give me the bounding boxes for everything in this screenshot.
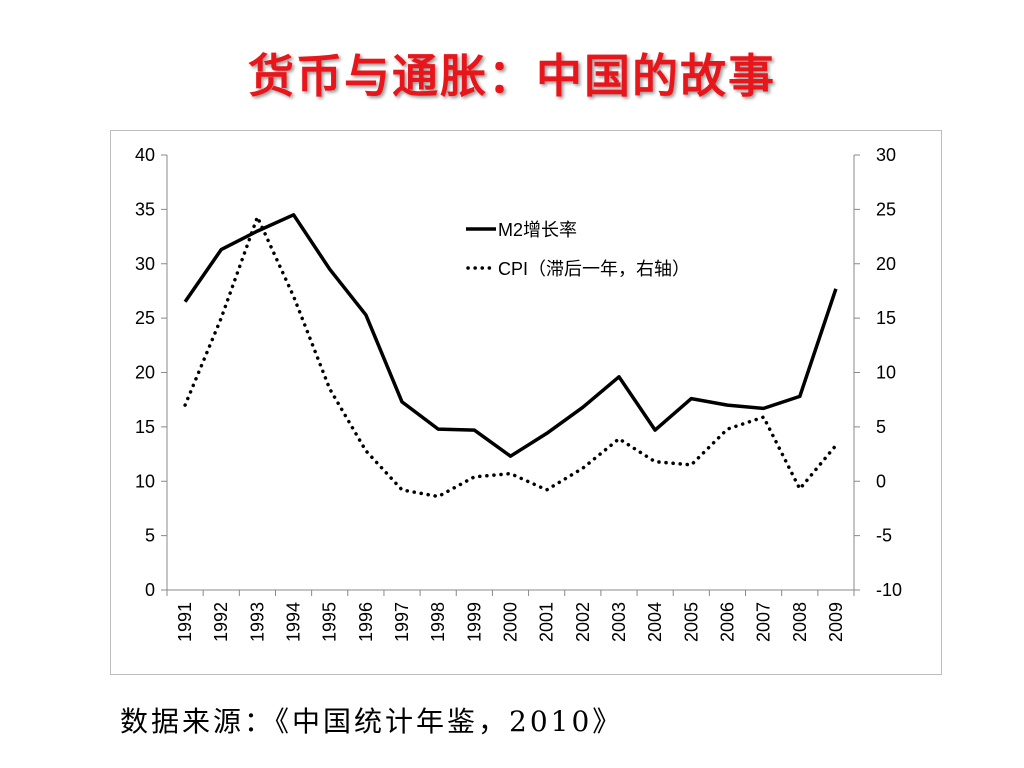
- y-left-tick-label: 10: [135, 471, 155, 491]
- x-tick-label: 1993: [247, 602, 267, 642]
- y-left-tick-label: 0: [145, 580, 155, 600]
- chart-area: 0 5 10 15 20 25 30 35 40 -10 -5 0 5 10 15 20 25 30 1991 199…: [110, 130, 942, 675]
- x-tick-label: 2000: [501, 602, 521, 642]
- x-tick-label: 2003: [609, 602, 629, 642]
- x-tick-label: 2007: [754, 602, 774, 642]
- line-chart: 0 5 10 15 20 25 30 35 40 -10 -5 0 5 10 15 20 25 30 1991 199…: [135, 145, 902, 642]
- y-left-tick-label: 35: [135, 199, 155, 219]
- y-right-tick-label: 5: [876, 417, 886, 437]
- slide-title: 货币与通胀：中国的故事: [248, 49, 776, 103]
- x-tick-label: 1998: [428, 602, 448, 642]
- y-left-tick-label: 40: [135, 145, 155, 165]
- y-right-tick-label: 30: [876, 145, 896, 165]
- y-left-tick-label: 30: [135, 254, 155, 274]
- y-right-tick-label: 25: [876, 199, 896, 219]
- data-source-note: 数据来源：《中国统计年鉴，2010》: [120, 705, 624, 738]
- y-left-tick-label: 20: [135, 363, 155, 383]
- y-right-tick-label: 20: [876, 254, 896, 274]
- x-tick-label: 1997: [392, 602, 412, 642]
- x-tick-label: 2009: [826, 602, 846, 642]
- y-left-tick-label: 5: [145, 526, 155, 546]
- y-left-tick-label: 25: [135, 308, 155, 328]
- x-tick-label: 1999: [464, 602, 484, 642]
- y-right-tick-label: 15: [876, 308, 896, 328]
- x-tick-label: 1996: [356, 602, 376, 642]
- x-tick-label: 2008: [790, 602, 810, 642]
- x-tick-label: 2004: [645, 602, 665, 642]
- y-right-tick-label: -5: [876, 526, 892, 546]
- x-tick-label: 2001: [537, 602, 557, 642]
- x-tick-label: 1992: [211, 602, 231, 642]
- x-tick-label: 2002: [573, 602, 593, 642]
- y-right-tick-label: 0: [876, 471, 886, 491]
- x-tick-label: 1991: [175, 602, 195, 642]
- legend-label-cpi: CPI（滞后一年，右轴）: [498, 259, 690, 279]
- legend-label-m2: M2增长率: [498, 220, 577, 240]
- series-line-1: [183, 213, 838, 458]
- y-right-tick-label: -10: [876, 580, 902, 600]
- x-tick-label: 1995: [320, 602, 340, 642]
- x-tick-label: 1994: [284, 602, 304, 642]
- x-tick-label: 2005: [681, 602, 701, 642]
- y-right-tick-label: 10: [876, 363, 896, 383]
- x-tick-label: 2006: [717, 602, 737, 642]
- y-left-tick-label: 15: [135, 417, 155, 437]
